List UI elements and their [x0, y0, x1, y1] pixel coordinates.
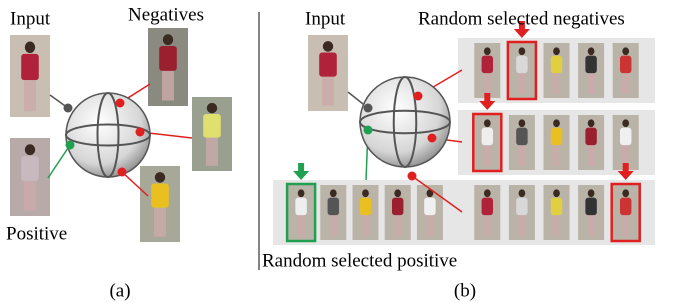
photo-legs — [553, 73, 561, 94]
photo-torso — [516, 198, 527, 216]
photo-head — [519, 189, 526, 197]
point — [136, 128, 145, 137]
photo-legs — [587, 215, 595, 236]
photo-legs — [518, 73, 526, 94]
photo-head — [163, 34, 173, 45]
photo-torso — [159, 46, 177, 71]
photo-torso — [585, 128, 596, 146]
photo-torso — [392, 198, 403, 216]
point — [414, 92, 423, 101]
photo-torso — [21, 54, 39, 80]
photo-legs — [24, 80, 36, 111]
photo-head — [25, 144, 35, 155]
photo-legs — [362, 215, 370, 236]
photo-head — [553, 189, 560, 197]
photo-head — [298, 189, 305, 197]
photo-torso — [21, 156, 39, 181]
photo-legs — [622, 215, 630, 236]
photo-legs — [394, 215, 402, 236]
photo-torso — [551, 198, 562, 216]
photo-head — [155, 172, 165, 183]
photo-legs — [297, 215, 305, 236]
input-label: Input — [10, 8, 51, 29]
photo-head — [553, 119, 560, 127]
caption: (b) — [454, 280, 476, 301]
photo-head — [484, 47, 491, 55]
photo-head — [330, 189, 337, 197]
photo-head — [207, 103, 217, 113]
point — [64, 104, 73, 113]
photo-torso — [424, 198, 435, 216]
photo-legs — [553, 215, 561, 236]
photo-head — [394, 189, 401, 197]
point — [66, 141, 75, 150]
input-label: Input — [305, 8, 346, 29]
photo-head — [622, 119, 629, 127]
photo-head — [323, 41, 333, 52]
photo-head — [519, 47, 526, 55]
photo-torso — [319, 52, 337, 76]
sphere — [360, 77, 450, 167]
point — [428, 134, 437, 143]
photo-head — [519, 119, 526, 127]
figure: Input Negatives Positive (a) Input Rando… — [0, 0, 674, 305]
caption: (a) — [109, 280, 130, 301]
photo-legs — [426, 215, 434, 236]
point — [408, 172, 417, 181]
photo-torso — [203, 114, 221, 138]
photo-torso — [328, 198, 339, 216]
photo-torso — [516, 128, 527, 146]
photo-head — [588, 119, 595, 127]
photo-torso — [620, 198, 631, 216]
photo-legs — [322, 77, 334, 106]
photo-torso — [482, 56, 493, 74]
photo-legs — [553, 145, 561, 166]
photo-torso — [151, 183, 169, 207]
photo-head — [484, 119, 491, 127]
arrow — [293, 163, 309, 180]
photo-legs — [483, 215, 491, 236]
photo-head — [553, 47, 560, 55]
link — [48, 145, 70, 178]
photo-legs — [162, 71, 174, 101]
photo-head — [484, 189, 491, 197]
photo-torso — [295, 198, 306, 216]
positive-label: Random selected positive — [262, 250, 457, 271]
photo-legs — [154, 208, 166, 237]
photo-head — [622, 189, 629, 197]
photo-legs — [329, 215, 337, 236]
photo-legs — [206, 138, 218, 166]
photo-head — [25, 42, 35, 53]
photo-head — [622, 47, 629, 55]
photo-legs — [518, 145, 526, 166]
photo-torso — [585, 198, 596, 216]
photo-torso — [516, 56, 527, 74]
negatives-label: Random selected negatives — [418, 8, 625, 29]
photo-torso — [360, 198, 371, 216]
negatives-label: Negatives — [128, 4, 204, 25]
photo-legs — [24, 181, 36, 211]
photo-head — [588, 189, 595, 197]
photo-torso — [482, 128, 493, 146]
photo-legs — [518, 215, 526, 236]
photo-legs — [483, 73, 491, 94]
point — [116, 99, 125, 108]
photo-legs — [622, 73, 630, 94]
photo-torso — [620, 56, 631, 74]
point — [364, 126, 373, 135]
point — [118, 168, 127, 177]
photo-torso — [585, 56, 596, 74]
photo-torso — [482, 198, 493, 216]
photo-legs — [483, 145, 491, 166]
point — [364, 104, 373, 113]
spheres — [64, 77, 451, 181]
photo-legs — [587, 73, 595, 94]
positive-label: Positive — [6, 223, 67, 244]
photo-legs — [587, 145, 595, 166]
photo-head — [362, 189, 369, 197]
photo-torso — [551, 128, 562, 146]
photo-torso — [620, 128, 631, 146]
photo-torso — [551, 56, 562, 74]
photo-head — [588, 47, 595, 55]
